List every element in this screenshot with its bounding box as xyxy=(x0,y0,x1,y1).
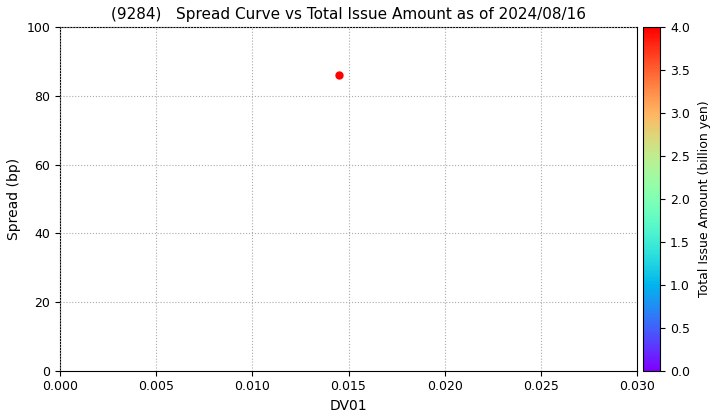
X-axis label: DV01: DV01 xyxy=(330,399,367,413)
Y-axis label: Spread (bp): Spread (bp) xyxy=(7,158,21,240)
Y-axis label: Total Issue Amount (billion yen): Total Issue Amount (billion yen) xyxy=(698,101,711,297)
Title: (9284)   Spread Curve vs Total Issue Amount as of 2024/08/16: (9284) Spread Curve vs Total Issue Amoun… xyxy=(111,7,586,22)
Point xyxy=(333,72,345,79)
